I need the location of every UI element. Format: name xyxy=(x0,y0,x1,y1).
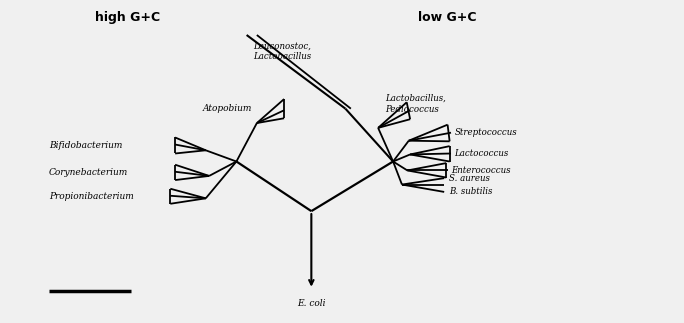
Text: Lactobacillus,
Pediococcus: Lactobacillus, Pediococcus xyxy=(386,94,447,114)
Text: low G+C: low G+C xyxy=(419,11,477,24)
Text: Bifidobacterium: Bifidobacterium xyxy=(49,141,122,150)
Text: Lactococcus: Lactococcus xyxy=(454,149,509,158)
Text: Leuconostoc,
Lactobacillus: Leuconostoc, Lactobacillus xyxy=(254,41,312,61)
Text: Propionibacterium: Propionibacterium xyxy=(49,192,134,201)
Text: Corynebacterium: Corynebacterium xyxy=(49,168,129,177)
Text: E. coli: E. coli xyxy=(297,299,326,308)
Text: Atopobium: Atopobium xyxy=(202,104,252,113)
Text: Enterococcus: Enterococcus xyxy=(451,166,510,175)
Text: B. subtilis: B. subtilis xyxy=(449,187,492,196)
Text: Streptococcus: Streptococcus xyxy=(454,128,517,137)
Text: S. aureus: S. aureus xyxy=(449,174,490,182)
Text: high G+C: high G+C xyxy=(95,11,160,24)
